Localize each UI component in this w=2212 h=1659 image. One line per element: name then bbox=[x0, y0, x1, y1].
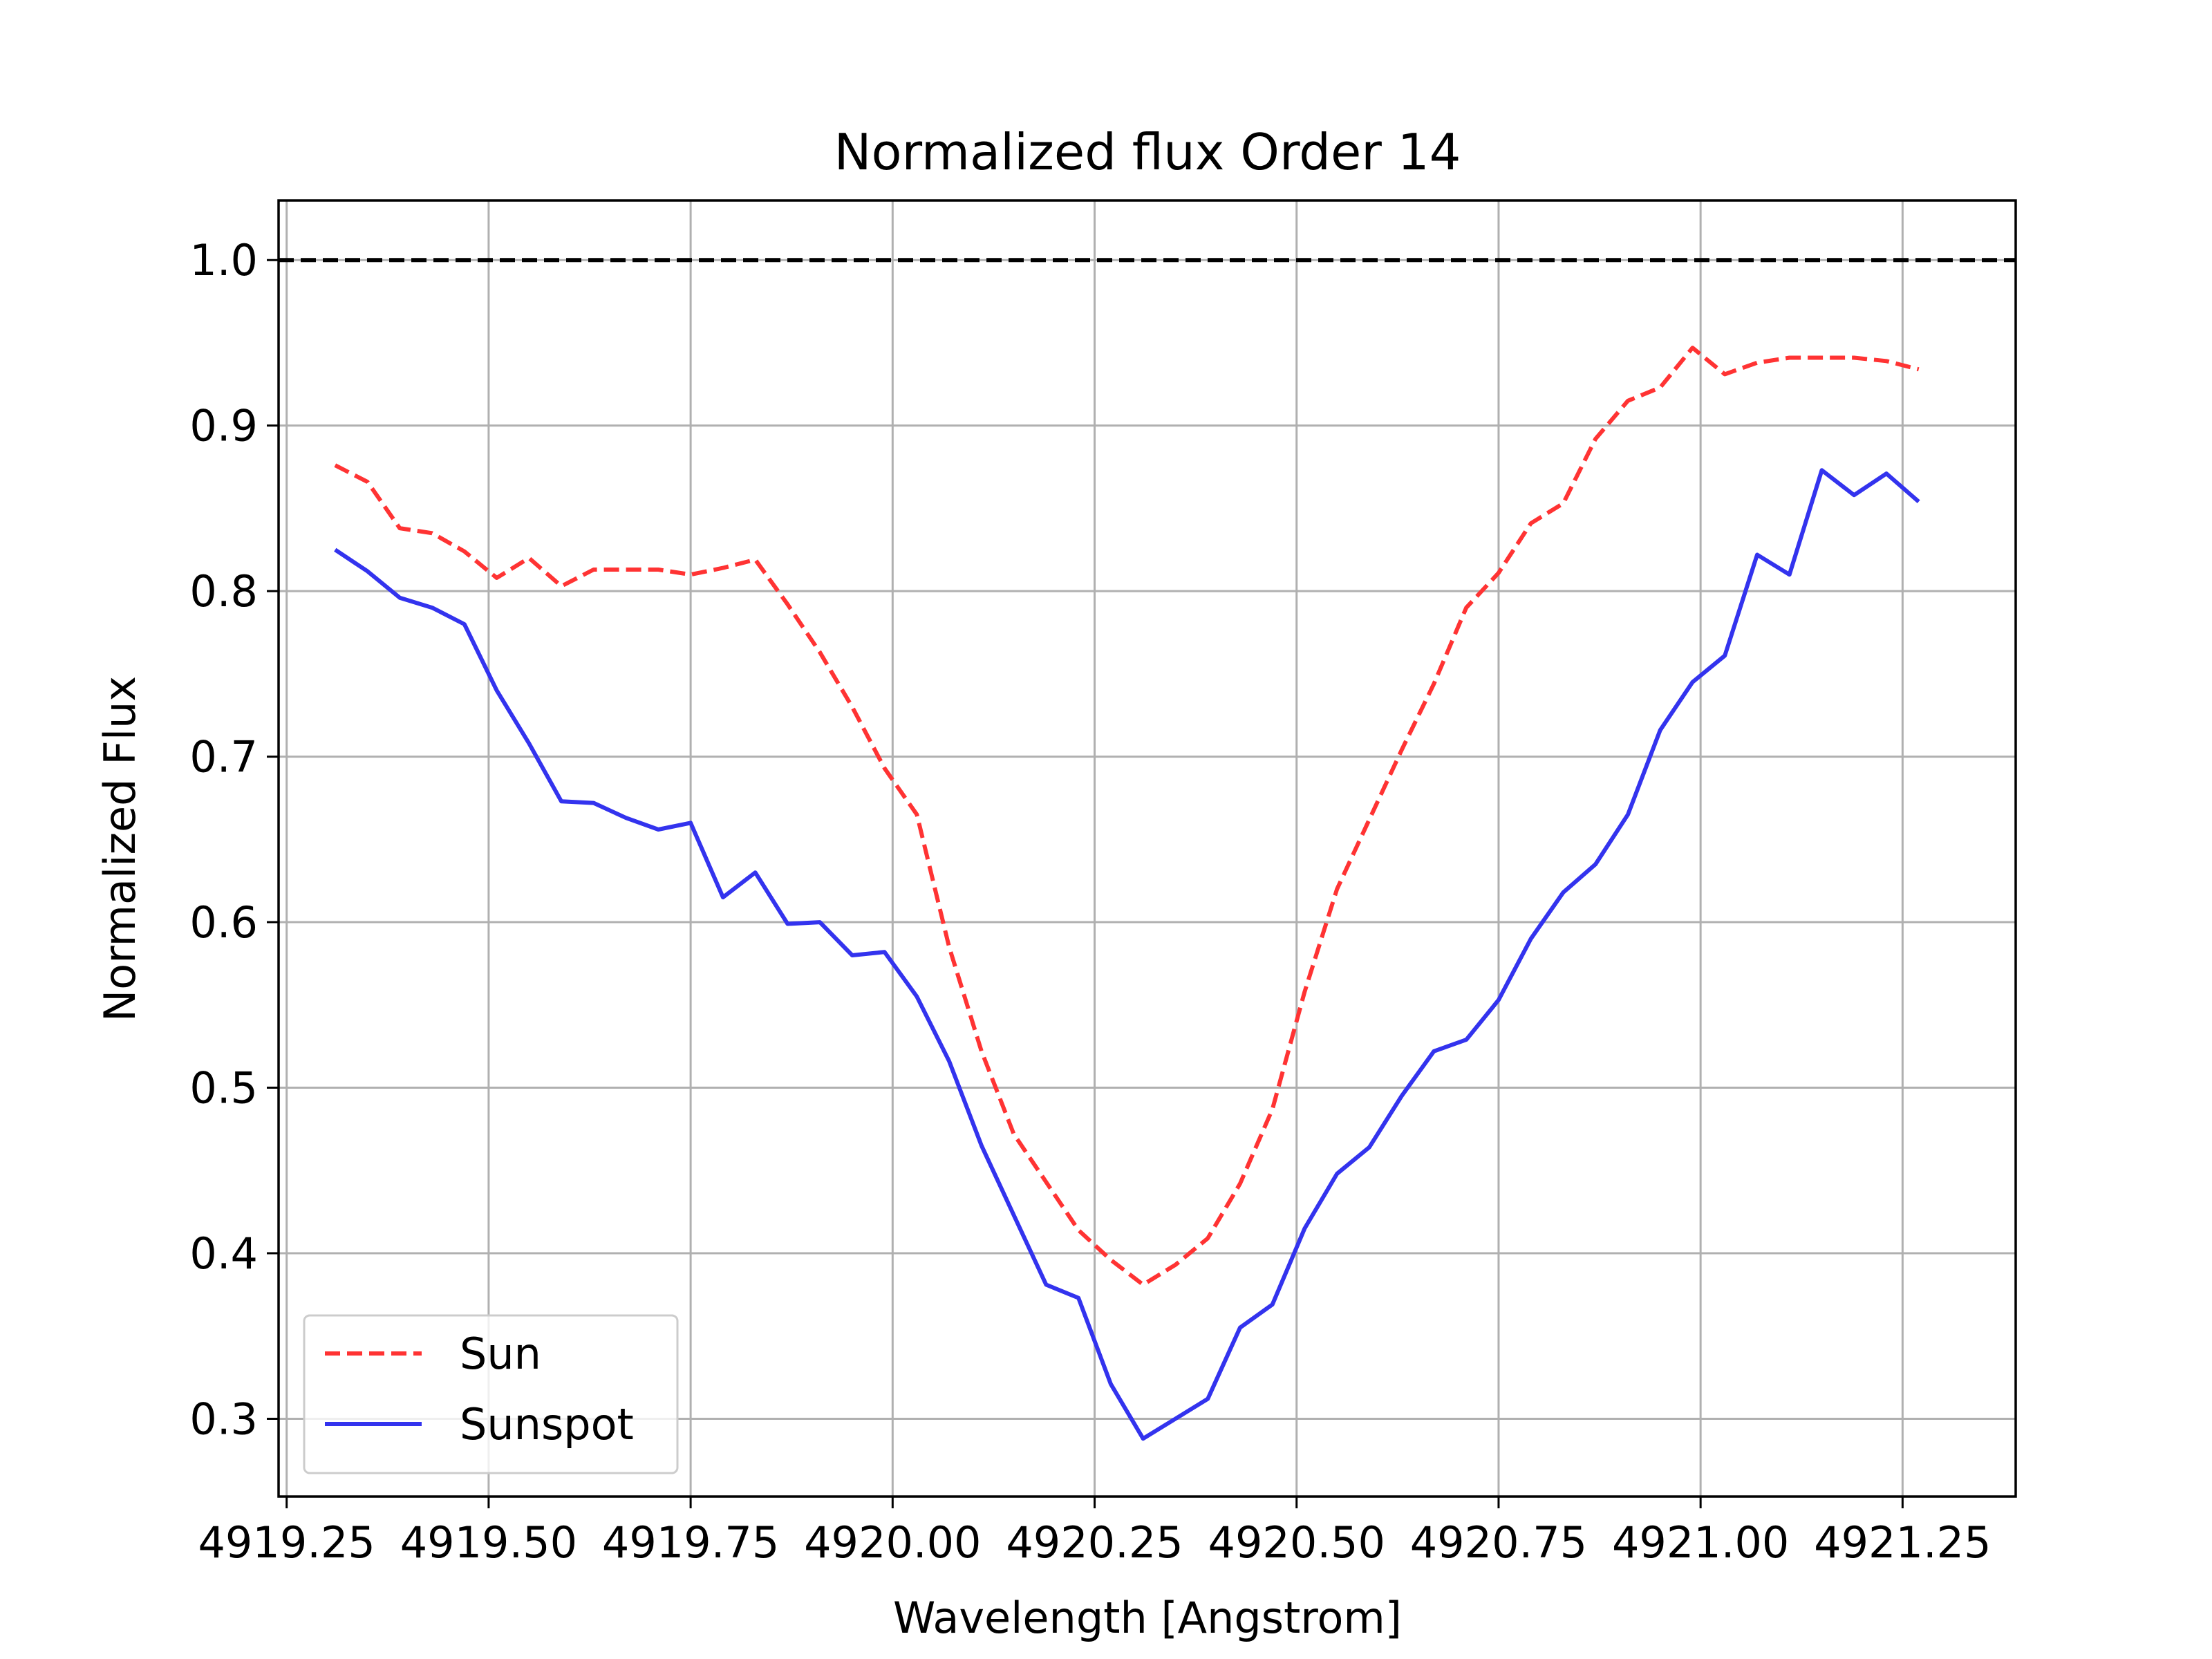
x-tick-label: 4919.50 bbox=[400, 1517, 577, 1568]
y-tick-label: 0.3 bbox=[189, 1394, 258, 1444]
plot-frame bbox=[277, 199, 2017, 1498]
y-tick-label: 1.0 bbox=[189, 235, 258, 285]
grid bbox=[279, 200, 2016, 1497]
series-group bbox=[334, 346, 1920, 1441]
x-tick-label: 4921.25 bbox=[1814, 1517, 1991, 1568]
y-tick-label: 0.9 bbox=[189, 401, 258, 451]
legend-label-sunspot: Sunspot bbox=[460, 1399, 634, 1450]
x-tick-label: 4920.50 bbox=[1208, 1517, 1385, 1568]
y-tick-label: 0.8 bbox=[189, 566, 258, 617]
chart-title: Normalized flux Order 14 bbox=[834, 123, 1461, 181]
y-tick-label: 0.7 bbox=[189, 732, 258, 782]
y-tick-label: 0.4 bbox=[189, 1228, 258, 1279]
x-tick-label: 4921.00 bbox=[1612, 1517, 1789, 1568]
series-line-sunspot bbox=[334, 468, 1920, 1441]
legend: Sun Sunspot bbox=[303, 1314, 679, 1474]
y-axis-label: Normalized Flux bbox=[95, 676, 145, 1022]
x-axis-label: Wavelength [Angstrom] bbox=[893, 1593, 1402, 1643]
x-tick-label: 4920.75 bbox=[1410, 1517, 1587, 1568]
x-tick-label: 4919.25 bbox=[198, 1517, 375, 1568]
series-line-sun bbox=[334, 346, 1920, 1287]
y-tick-label: 0.5 bbox=[189, 1063, 258, 1114]
x-tick-label: 4920.00 bbox=[804, 1517, 981, 1568]
y-axis: 0.3 0.4 0.5 0.6 0.7 0.8 0.9 1.0 bbox=[189, 235, 279, 1444]
x-tick-label: 4919.75 bbox=[602, 1517, 779, 1568]
x-axis: 4919.25 4919.50 4919.75 4920.00 4920.25 4920.… bbox=[198, 1497, 1991, 1568]
x-tick-label: 4920.25 bbox=[1006, 1517, 1183, 1568]
legend-label-sun: Sun bbox=[460, 1329, 541, 1379]
y-tick-label: 0.6 bbox=[189, 897, 258, 948]
